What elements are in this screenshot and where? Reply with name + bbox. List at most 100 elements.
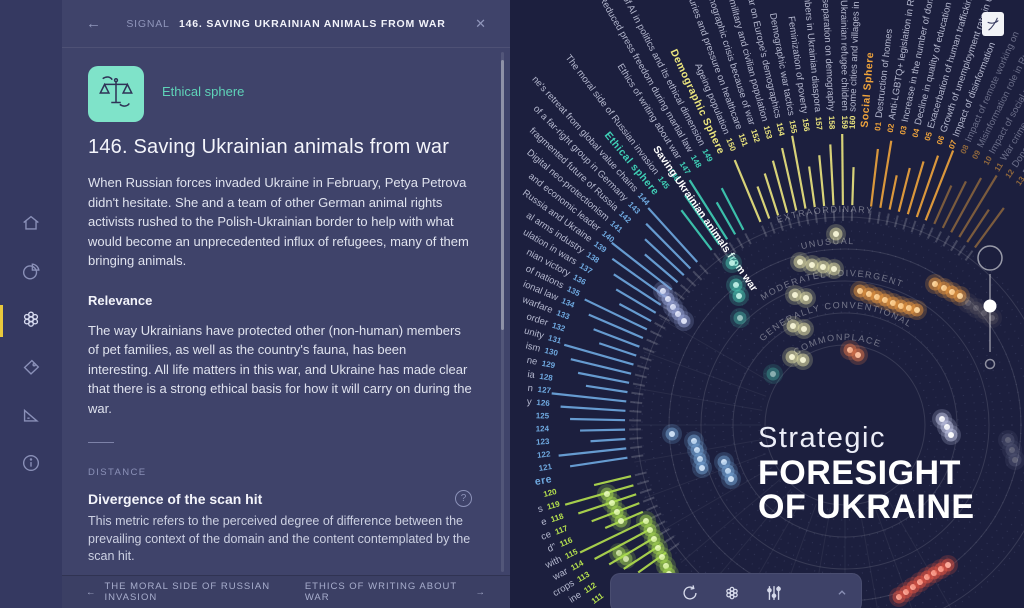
scan-hit-tick[interactable]: [611, 241, 673, 291]
scan-hit-label[interactable]: 123: [536, 437, 550, 447]
scan-hit-dot[interactable]: [973, 305, 979, 311]
scan-hit-dot[interactable]: [985, 311, 999, 325]
scan-hit-tick[interactable]: [771, 160, 789, 214]
scan-hit-dot[interactable]: [874, 294, 880, 300]
sidebar-item-charts[interactable]: [0, 253, 62, 293]
scan-hit-label[interactable]: ism 130: [524, 340, 559, 359]
scan-hit-label[interactable]: 160 some cities and villages in Ukraine: [847, 0, 863, 129]
scan-hit-dot[interactable]: [792, 292, 798, 298]
scan-hit-tick[interactable]: [570, 358, 632, 375]
scan-hit-dot[interactable]: [770, 371, 776, 377]
scan-hit-dot[interactable]: [1008, 453, 1022, 467]
scan-hit-tick[interactable]: [684, 194, 721, 246]
app-logo[interactable]: [982, 12, 1004, 36]
scan-hit-dot[interactable]: [663, 563, 669, 569]
scan-hit-dot[interactable]: [958, 293, 978, 313]
scan-hit-tick[interactable]: [950, 177, 983, 233]
scan-hit-dot[interactable]: [733, 282, 739, 288]
scan-hit-dot[interactable]: [932, 281, 938, 287]
scan-hit-tick[interactable]: [647, 207, 699, 263]
scan-hit-dot[interactable]: [969, 301, 983, 315]
scan-hit-dot[interactable]: [797, 259, 803, 265]
scan-hit-dot[interactable]: [694, 447, 700, 453]
scan-hit-dot[interactable]: [957, 293, 963, 299]
sidebar-item-home[interactable]: [0, 205, 62, 245]
scan-hit-label[interactable]: 120: [542, 487, 558, 499]
scan-hit-tick[interactable]: [613, 273, 662, 306]
scan-hit-tick[interactable]: [720, 187, 745, 231]
scan-hit-tick[interactable]: [974, 207, 1005, 249]
scan-hit-tick[interactable]: [888, 175, 898, 210]
scan-hit-dot[interactable]: [910, 584, 916, 590]
scan-hit-tick[interactable]: [598, 342, 637, 357]
panel-scrollbar[interactable]: [501, 52, 504, 572]
scan-hit-tick[interactable]: [915, 155, 940, 218]
scan-hit-tick[interactable]: [551, 392, 627, 403]
scan-hit-tick[interactable]: [906, 161, 925, 215]
scan-hit-dot[interactable]: [801, 326, 807, 332]
scan-hit-dot[interactable]: [833, 231, 839, 237]
scan-hit-cluster[interactable]: [714, 452, 741, 489]
scan-hit-dot[interactable]: [691, 438, 697, 444]
filters-icon[interactable]: [764, 583, 784, 603]
scrollbar-thumb[interactable]: [501, 60, 504, 330]
scan-hit-dot[interactable]: [965, 300, 971, 306]
scan-hit-dot[interactable]: [898, 303, 904, 309]
scan-hit-dot[interactable]: [1005, 437, 1011, 443]
sidebar-item-tags[interactable]: [0, 349, 62, 389]
scan-hit-label[interactable]: 122: [537, 449, 552, 459]
scan-hit-cluster[interactable]: [783, 316, 814, 339]
scan-hit-dot[interactable]: [966, 298, 986, 318]
scan-hit-cluster[interactable]: [998, 430, 1024, 470]
scan-hit-tick[interactable]: [564, 484, 634, 506]
scan-hit-cluster[interactable]: [850, 281, 927, 320]
scan-hit-tick[interactable]: [608, 536, 657, 566]
scan-hit-cluster[interactable]: [889, 555, 958, 607]
scan-hit-dot[interactable]: [1005, 450, 1024, 470]
scan-hit-dot[interactable]: [609, 500, 615, 506]
scan-hit-cluster[interactable]: [925, 274, 970, 306]
scan-hit-tick[interactable]: [869, 148, 880, 207]
back-arrow-icon[interactable]: ←: [86, 15, 101, 32]
scan-hit-tick[interactable]: [818, 155, 826, 207]
scan-hit-tick[interactable]: [579, 519, 648, 554]
scan-hit-tick[interactable]: [593, 328, 640, 348]
scan-hit-tick[interactable]: [733, 159, 762, 223]
scan-hit-tick[interactable]: [756, 186, 771, 219]
scan-hit-dot[interactable]: [831, 266, 837, 272]
scan-hit-dot[interactable]: [855, 352, 861, 358]
scan-hit-cluster[interactable]: [785, 285, 816, 308]
scan-hit-dot[interactable]: [961, 296, 975, 310]
scan-hit-dot[interactable]: [820, 264, 826, 270]
scan-hit-tick[interactable]: [841, 134, 844, 206]
scan-hit-tick[interactable]: [829, 144, 835, 206]
scan-hit-label[interactable]: ne 129: [526, 355, 557, 371]
scan-hit-dot[interactable]: [669, 431, 675, 437]
scan-hit-dot[interactable]: [803, 295, 809, 301]
scan-hit-tick[interactable]: [688, 179, 729, 240]
scan-hit-tick[interactable]: [924, 150, 955, 221]
close-icon[interactable]: ✕: [475, 15, 486, 31]
scan-hit-dot[interactable]: [736, 293, 742, 299]
scan-hit-dot[interactable]: [616, 550, 622, 556]
scan-hit-dot[interactable]: [866, 291, 872, 297]
scan-hit-label[interactable]: tion for Ukrainian refugee children 159: [838, 0, 851, 130]
scan-hit-tick[interactable]: [569, 456, 628, 468]
scan-hit-dot[interactable]: [998, 430, 1018, 450]
reset-icon[interactable]: [680, 583, 700, 603]
scan-hit-dot[interactable]: [982, 308, 1002, 328]
scan-hit-cluster[interactable]: [782, 347, 813, 370]
scan-hit-dot[interactable]: [604, 491, 610, 497]
scan-hit-dot[interactable]: [725, 468, 731, 474]
scan-hit-dot[interactable]: [981, 310, 987, 316]
scan-hit-dot[interactable]: [728, 476, 734, 482]
scan-hit-dot[interactable]: [903, 589, 909, 595]
scan-hit-cluster[interactable]: [684, 431, 712, 478]
scan-hit-tick[interactable]: [897, 167, 911, 212]
sidebar-item-measure[interactable]: [0, 397, 62, 437]
scan-hit-tick[interactable]: [590, 437, 626, 443]
scan-hit-dot[interactable]: [623, 556, 629, 562]
cluster-view-icon[interactable]: [722, 583, 742, 603]
scan-hit-tick[interactable]: [580, 428, 626, 432]
scan-hit-cluster[interactable]: [730, 308, 750, 328]
